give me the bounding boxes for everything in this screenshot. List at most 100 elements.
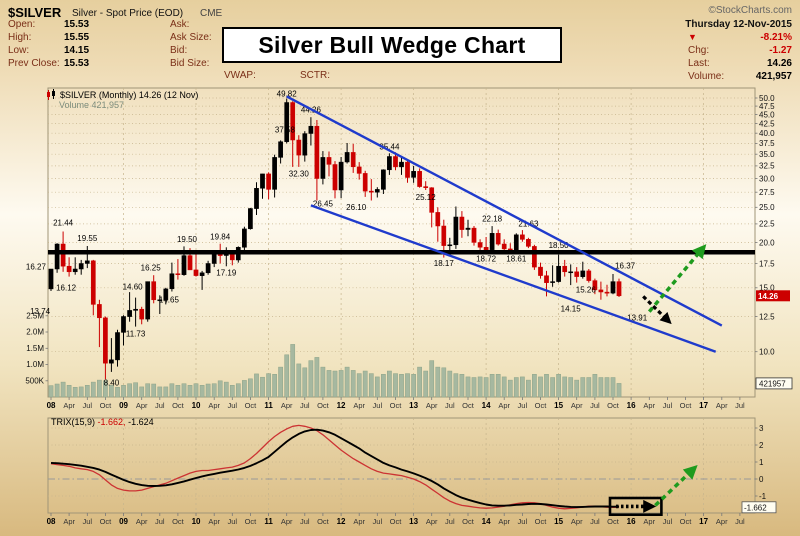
svg-text:Jul: Jul <box>300 401 310 410</box>
svg-text:421957: 421957 <box>759 379 786 388</box>
svg-text:49.82: 49.82 <box>277 90 298 99</box>
svg-text:1: 1 <box>759 458 764 467</box>
svg-text:Oct: Oct <box>607 401 620 410</box>
svg-text:Apr: Apr <box>643 517 655 526</box>
trix-indicator-label: TRIX(15,9) -1.662, -1.624 <box>51 417 154 427</box>
chart-title-overlay: Silver Bull Wedge Chart <box>222 27 562 63</box>
svg-text:0: 0 <box>759 475 764 484</box>
svg-text:Oct: Oct <box>462 401 475 410</box>
svg-text:1.5M: 1.5M <box>26 344 44 353</box>
svg-text:Apr: Apr <box>571 401 583 410</box>
svg-text:Apr: Apr <box>498 517 510 526</box>
svg-text:Apr: Apr <box>571 517 583 526</box>
svg-text:32.30: 32.30 <box>289 169 310 178</box>
svg-text:11: 11 <box>264 517 273 526</box>
svg-text:Apr: Apr <box>281 401 293 410</box>
svg-text:Jul: Jul <box>735 517 745 526</box>
svg-text:37.5: 37.5 <box>759 139 775 148</box>
chart-volume-label: Volume 421,957 <box>59 100 125 110</box>
svg-text:Jul: Jul <box>663 401 673 410</box>
svg-text:15.26: 15.26 <box>576 285 597 294</box>
svg-text:25.0: 25.0 <box>759 203 775 212</box>
svg-text:2.0M: 2.0M <box>26 328 44 337</box>
svg-text:11: 11 <box>264 401 273 410</box>
svg-text:10.0: 10.0 <box>759 348 775 357</box>
down-triangle-icon: ▼ <box>688 32 697 42</box>
svg-text:Apr: Apr <box>63 401 75 410</box>
svg-text:Oct: Oct <box>100 401 113 410</box>
svg-text:19.84: 19.84 <box>210 233 231 242</box>
svg-text:16.27: 16.27 <box>26 263 47 272</box>
svg-text:Apr: Apr <box>498 401 510 410</box>
svg-text:3: 3 <box>759 424 764 433</box>
ask-label: Ask: <box>170 19 190 30</box>
svg-text:08: 08 <box>47 517 56 526</box>
svg-text:19.55: 19.55 <box>77 234 98 243</box>
svg-text:15.0: 15.0 <box>759 284 775 293</box>
svg-text:Apr: Apr <box>643 401 655 410</box>
svg-text:Jul: Jul <box>735 401 745 410</box>
svg-text:17: 17 <box>699 517 708 526</box>
svg-text:13: 13 <box>409 401 418 410</box>
svg-text:Oct: Oct <box>317 517 330 526</box>
svg-text:26.10: 26.10 <box>346 203 367 212</box>
symbol: $SILVER <box>8 5 62 20</box>
svg-text:13.91: 13.91 <box>627 313 648 322</box>
svg-text:8.40: 8.40 <box>104 379 120 388</box>
svg-text:Jul: Jul <box>445 401 455 410</box>
stockcharts-credit: ©StockCharts.com <box>708 5 792 16</box>
svg-text:2: 2 <box>759 441 764 450</box>
svg-text:17.19: 17.19 <box>216 268 237 277</box>
svg-text:13.74: 13.74 <box>30 307 51 316</box>
svg-text:14.60: 14.60 <box>123 282 144 291</box>
svg-text:14: 14 <box>482 401 491 410</box>
trix-value: -1.662, <box>97 417 126 427</box>
open-value: 15.53 <box>64 19 90 30</box>
svg-text:18.17: 18.17 <box>434 259 455 268</box>
vwap-label: VWAP: <box>224 70 256 81</box>
last-label: Last: <box>688 58 710 69</box>
svg-text:Oct: Oct <box>390 517 403 526</box>
svg-text:Oct: Oct <box>535 517 548 526</box>
svg-text:15: 15 <box>554 517 563 526</box>
svg-text:08: 08 <box>47 401 56 410</box>
svg-text:16.37: 16.37 <box>615 262 636 271</box>
svg-text:14.65: 14.65 <box>159 295 180 304</box>
svg-text:35.0: 35.0 <box>759 150 775 159</box>
svg-text:Oct: Oct <box>245 517 258 526</box>
svg-text:27.5: 27.5 <box>759 188 775 197</box>
svg-text:Apr: Apr <box>353 401 365 410</box>
svg-text:42.5: 42.5 <box>759 119 775 128</box>
svg-text:Apr: Apr <box>63 517 75 526</box>
svg-text:32.5: 32.5 <box>759 162 775 171</box>
trix-signal-value: -1.624 <box>128 417 154 427</box>
svg-text:Jul: Jul <box>445 517 455 526</box>
svg-text:Apr: Apr <box>716 517 728 526</box>
svg-text:Jul: Jul <box>228 401 238 410</box>
svg-text:Oct: Oct <box>680 517 693 526</box>
svg-text:Apr: Apr <box>208 517 220 526</box>
svg-text:Jul: Jul <box>155 401 165 410</box>
svg-text:2.5M: 2.5M <box>26 311 44 320</box>
trix-name: TRIX(15,9) <box>51 417 96 427</box>
low-value: 14.15 <box>64 45 90 56</box>
svg-text:Oct: Oct <box>172 517 185 526</box>
open-label: Open: <box>8 19 36 30</box>
svg-text:11.73: 11.73 <box>126 329 146 338</box>
svg-text:Jul: Jul <box>518 401 528 410</box>
bid-label: Bid: <box>170 45 188 56</box>
svg-text:Oct: Oct <box>462 517 475 526</box>
svg-text:Jul: Jul <box>82 517 92 526</box>
svg-text:Apr: Apr <box>426 401 438 410</box>
svg-text:Jul: Jul <box>300 517 310 526</box>
svg-text:Jul: Jul <box>590 517 600 526</box>
svg-text:10: 10 <box>192 401 201 410</box>
svg-text:Oct: Oct <box>535 401 548 410</box>
svg-text:Apr: Apr <box>208 401 220 410</box>
svg-text:37.58: 37.58 <box>275 126 296 135</box>
svg-text:16: 16 <box>627 401 636 410</box>
symbol-description: Silver - Spot Price (EOD) <box>72 8 184 19</box>
svg-text:18.61: 18.61 <box>506 255 527 264</box>
prev-close-label: Prev Close: <box>8 58 60 69</box>
svg-text:-1: -1 <box>759 492 767 501</box>
